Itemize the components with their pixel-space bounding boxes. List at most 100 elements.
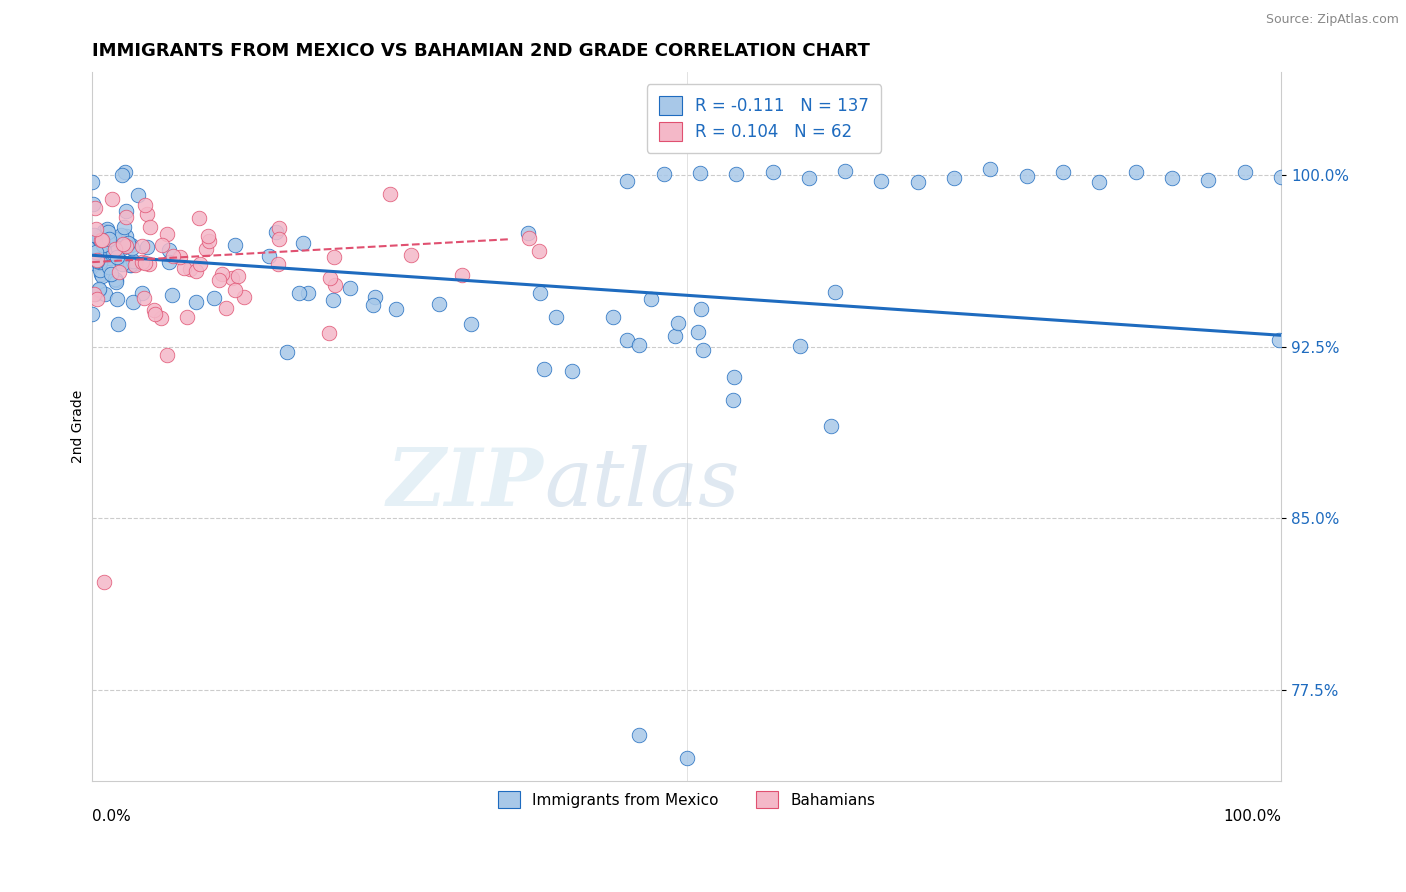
- Point: [100, 251, 122, 265]
- Point: [112, 238, 135, 252]
- Point: [789, 339, 811, 353]
- Point: [157, 244, 180, 258]
- Point: [84, 222, 107, 236]
- Point: [197, 229, 219, 244]
- Point: [87, 249, 110, 263]
- Point: [87, 252, 110, 266]
- Point: [517, 226, 540, 240]
- Point: [97, 243, 120, 257]
- Point: [179, 262, 201, 277]
- Point: [675, 751, 697, 765]
- Point: [86, 252, 108, 267]
- Point: [529, 285, 551, 300]
- Text: 100.0%: 100.0%: [1223, 809, 1281, 824]
- Point: [107, 242, 129, 256]
- Point: [82, 197, 104, 211]
- Point: [297, 285, 319, 300]
- Point: [725, 167, 748, 181]
- Point: [291, 235, 314, 250]
- Point: [322, 251, 344, 265]
- Point: [105, 273, 128, 287]
- Point: [616, 333, 638, 347]
- Point: [97, 252, 120, 266]
- Point: [834, 163, 856, 178]
- Point: [1052, 165, 1074, 179]
- Point: [1270, 169, 1292, 184]
- Point: [87, 232, 110, 246]
- Point: [323, 277, 346, 292]
- Point: [89, 229, 111, 244]
- Point: [131, 285, 153, 300]
- Point: [267, 257, 290, 271]
- Point: [107, 251, 129, 265]
- Point: [399, 248, 422, 262]
- Point: [110, 227, 132, 242]
- Point: [91, 243, 114, 257]
- Point: [84, 202, 107, 216]
- Point: [385, 301, 408, 316]
- Point: [1267, 333, 1289, 347]
- Point: [91, 265, 114, 279]
- Point: [105, 292, 128, 306]
- Point: [115, 210, 138, 224]
- Point: [761, 164, 783, 178]
- Point: [561, 364, 583, 378]
- Point: [83, 239, 105, 253]
- Point: [89, 255, 111, 269]
- Point: [198, 234, 221, 248]
- Point: [322, 293, 344, 307]
- Point: [131, 238, 153, 252]
- Point: [689, 166, 711, 180]
- Point: [616, 174, 638, 188]
- Point: [122, 294, 145, 309]
- Point: [143, 307, 166, 321]
- Point: [143, 302, 166, 317]
- Point: [98, 260, 121, 275]
- Point: [111, 236, 134, 251]
- Point: [84, 245, 107, 260]
- Point: [100, 192, 122, 206]
- Point: [138, 257, 160, 271]
- Point: [173, 260, 195, 275]
- Point: [101, 246, 124, 260]
- Text: atlas: atlas: [544, 444, 740, 522]
- Point: [104, 243, 127, 257]
- Point: [104, 232, 127, 246]
- Point: [267, 232, 290, 246]
- Point: [87, 282, 110, 296]
- Point: [628, 728, 651, 742]
- Point: [96, 222, 118, 236]
- Point: [187, 211, 209, 225]
- Point: [112, 219, 135, 234]
- Point: [533, 361, 555, 376]
- Point: [111, 257, 134, 271]
- Point: [188, 257, 211, 271]
- Point: [380, 186, 402, 201]
- Point: [319, 271, 342, 285]
- Point: [943, 171, 966, 186]
- Point: [628, 338, 651, 352]
- Point: [93, 575, 115, 590]
- Point: [1197, 173, 1219, 187]
- Point: [226, 268, 249, 283]
- Point: [460, 317, 482, 331]
- Point: [156, 348, 179, 362]
- Legend: Immigrants from Mexico, Bahamians: Immigrants from Mexico, Bahamians: [491, 783, 883, 816]
- Point: [1233, 165, 1256, 179]
- Point: [89, 263, 111, 277]
- Point: [82, 175, 104, 189]
- Point: [94, 287, 117, 301]
- Point: [82, 256, 104, 270]
- Point: [339, 281, 361, 295]
- Point: [1161, 171, 1184, 186]
- Point: [692, 343, 714, 357]
- Text: 0.0%: 0.0%: [93, 809, 131, 824]
- Point: [97, 226, 120, 240]
- Point: [82, 307, 104, 321]
- Point: [529, 244, 551, 259]
- Point: [115, 229, 138, 244]
- Point: [87, 258, 110, 272]
- Point: [186, 264, 208, 278]
- Point: [117, 236, 139, 251]
- Y-axis label: 2nd Grade: 2nd Grade: [72, 390, 86, 463]
